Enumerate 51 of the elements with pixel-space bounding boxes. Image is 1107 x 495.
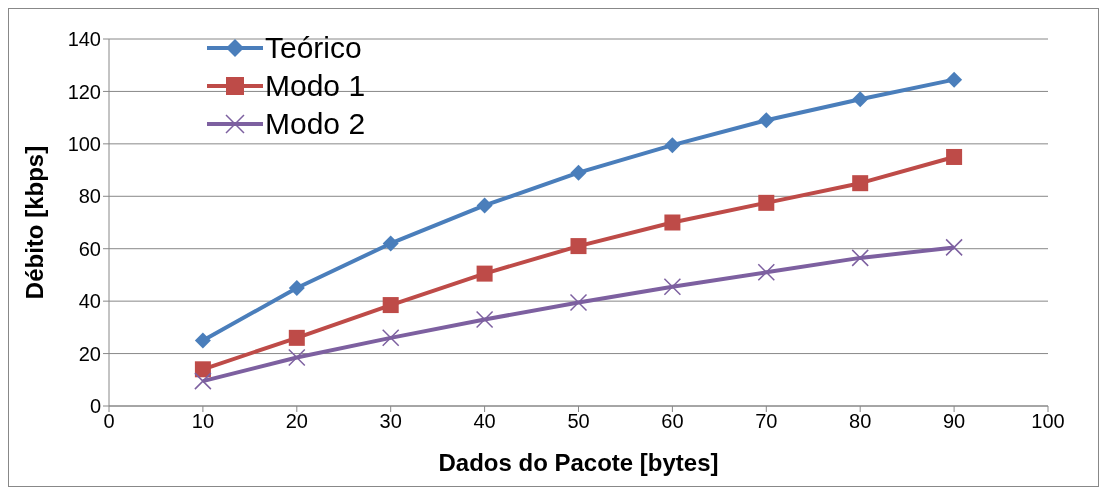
- y-tick-label: 40: [78, 290, 101, 313]
- y-tick-label: 20: [78, 342, 101, 365]
- x-tick-label: 30: [379, 410, 402, 433]
- point: [475, 310, 494, 329]
- point: [288, 348, 306, 367]
- x-tick-label: 40: [473, 410, 496, 433]
- point: [946, 148, 963, 165]
- y-tick-label: 100: [67, 132, 101, 155]
- legend-label: Modo 1: [265, 69, 366, 103]
- x-tick-label: 100: [1031, 410, 1065, 433]
- x-axis-title: Dados do Pacote [bytes]: [438, 449, 719, 476]
- point: [851, 249, 869, 267]
- point: [194, 332, 211, 349]
- point: [758, 194, 775, 211]
- point: [945, 238, 963, 257]
- y-tick-label: 140: [67, 28, 101, 51]
- point: [664, 137, 681, 154]
- y-tick-label: 80: [78, 185, 101, 208]
- x-tick-label: 0: [103, 410, 115, 433]
- point: [946, 71, 963, 88]
- x-tick-label: 80: [849, 410, 872, 433]
- x-tick-label: 10: [191, 410, 215, 433]
- point: [757, 263, 776, 282]
- x-tick-label: 70: [755, 410, 778, 433]
- point: [194, 361, 211, 378]
- y-axis-title: Débito [kbps]: [20, 145, 48, 300]
- x-tick-label: 60: [661, 410, 684, 433]
- x-tick-label: 90: [942, 410, 966, 433]
- y-tick-label: 0: [89, 395, 101, 418]
- point: [852, 91, 869, 108]
- point: [570, 164, 587, 181]
- y-tick-label: 120: [67, 80, 101, 103]
- x-tick-label: 50: [567, 410, 590, 433]
- point: [476, 265, 493, 282]
- point: [664, 214, 681, 231]
- y-tick-label: 60: [78, 237, 101, 260]
- legend-label: Teórico: [265, 31, 362, 65]
- x-tick-label: 20: [285, 410, 308, 433]
- point: [382, 297, 399, 314]
- point: [569, 293, 588, 312]
- point: [194, 372, 212, 390]
- point: [381, 329, 400, 347]
- point: [758, 112, 775, 129]
- point: [476, 197, 493, 214]
- legend-label: Modo 2: [265, 107, 366, 141]
- point: [570, 238, 587, 255]
- point: [663, 277, 682, 296]
- point: [288, 329, 305, 346]
- point: [382, 235, 399, 252]
- point: [852, 175, 869, 192]
- point: [288, 280, 305, 297]
